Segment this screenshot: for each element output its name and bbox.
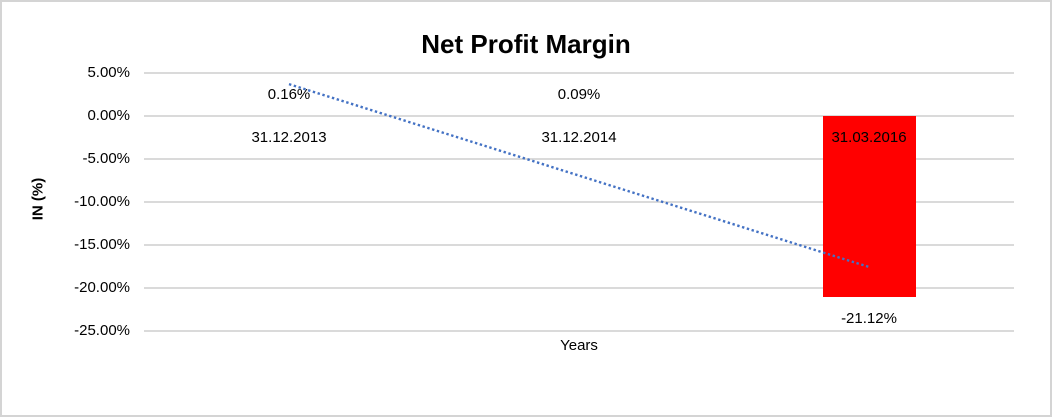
category-label: 31.12.2014	[541, 129, 617, 147]
y-tick-label: 5.00%	[87, 64, 130, 81]
data-label: -21.12%	[841, 310, 897, 328]
y-tick-label: -20.00%	[74, 278, 130, 296]
y-tick-label: 0.00%	[87, 106, 130, 124]
y-tick-label: -15.00%	[74, 235, 130, 253]
chart-title: Net Profit Margin	[421, 29, 631, 59]
gridline	[144, 329, 1014, 332]
gridline	[144, 72, 1014, 74]
gridline	[144, 286, 1014, 289]
category-label: 31.03.2016	[831, 129, 907, 147]
y-tick-label: -5.00%	[82, 149, 130, 167]
y-tick-label: -25.00%	[74, 321, 130, 339]
data-label: 0.16%	[267, 85, 311, 103]
data-label: 0.09%	[557, 86, 601, 104]
x-axis-title: Years	[560, 337, 598, 354]
y-tick-label: -10.00%	[74, 192, 130, 210]
category-label: 31.12.2013	[251, 129, 327, 147]
